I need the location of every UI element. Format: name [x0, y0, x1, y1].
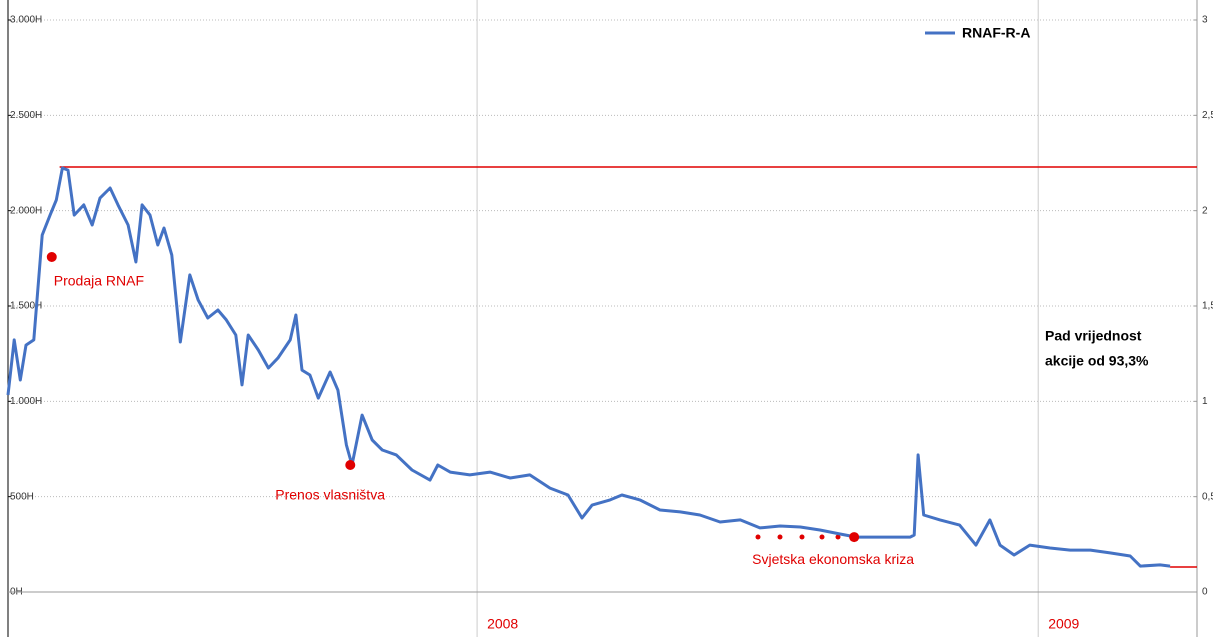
dot [777, 534, 783, 540]
y2-tick-label: 3 [1202, 15, 1208, 26]
y2-tick-label: 1,5 [1202, 301, 1213, 312]
annotation-point [46, 251, 57, 262]
annotation-point [345, 460, 356, 471]
annotation-point [849, 532, 860, 543]
crisis-dots [755, 534, 841, 540]
y2-tick-label: 0 [1202, 587, 1208, 598]
note: Pad vrijednost [1045, 328, 1142, 344]
annotation-label: Prenos vlasništva [275, 487, 385, 503]
legend-label: RNAF-R-A [962, 25, 1030, 41]
y2-tick-label: 2,5 [1202, 110, 1213, 121]
dot [799, 534, 805, 540]
y-tick-label: 3.000H [10, 15, 42, 26]
x-tick-label: 2008 [487, 616, 518, 632]
y-tick-label: 500H [10, 491, 34, 502]
note: akcije od 93,3% [1045, 353, 1149, 369]
y-tick-label: 1.000H [10, 396, 42, 407]
dot [755, 534, 761, 540]
annotation-label: Svjetska ekonomska kriza [752, 551, 914, 567]
annotation-label: Prodaja RNAF [54, 273, 144, 289]
y2-tick-label: 1 [1202, 396, 1208, 407]
x-tick-label: 2009 [1048, 616, 1079, 632]
y2-tick-label: 0,5 [1202, 491, 1213, 502]
y-tick-label: 2.500H [10, 110, 42, 121]
dot [835, 534, 841, 540]
y-tick-label: 2.000H [10, 205, 42, 216]
line-series [6, 166, 1171, 568]
y-tick-label: 1.500H [10, 301, 42, 312]
y2-tick-label: 2 [1202, 205, 1208, 216]
dot [819, 534, 825, 540]
